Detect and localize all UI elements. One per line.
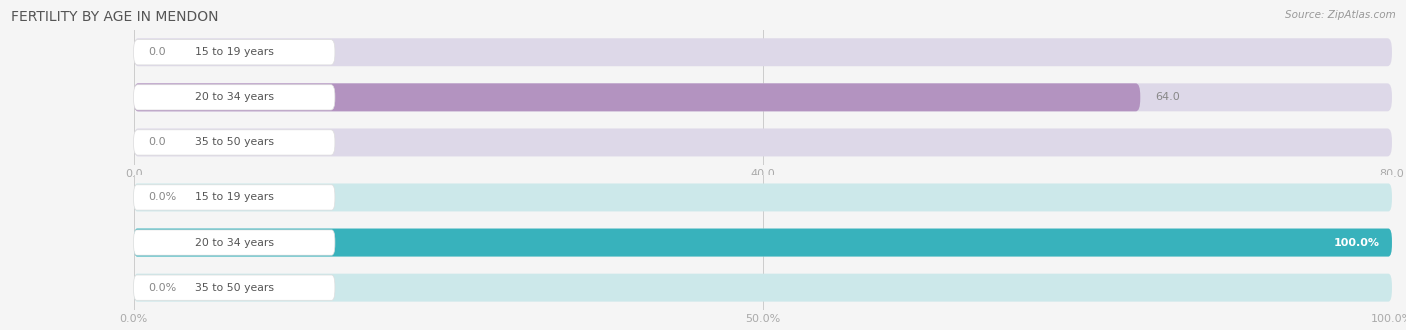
Text: 100.0%: 100.0% — [1333, 238, 1379, 248]
Text: 0.0: 0.0 — [149, 138, 166, 148]
FancyBboxPatch shape — [134, 85, 335, 110]
FancyBboxPatch shape — [134, 229, 1392, 256]
Text: 0.0%: 0.0% — [149, 283, 177, 293]
FancyBboxPatch shape — [134, 183, 1392, 212]
Text: 15 to 19 years: 15 to 19 years — [195, 47, 274, 57]
Text: FERTILITY BY AGE IN MENDON: FERTILITY BY AGE IN MENDON — [11, 10, 219, 24]
FancyBboxPatch shape — [134, 229, 1392, 256]
FancyBboxPatch shape — [134, 274, 1392, 302]
Text: 35 to 50 years: 35 to 50 years — [195, 138, 274, 148]
FancyBboxPatch shape — [134, 275, 335, 300]
FancyBboxPatch shape — [134, 130, 335, 155]
Text: 20 to 34 years: 20 to 34 years — [195, 92, 274, 102]
Text: 64.0: 64.0 — [1156, 92, 1180, 102]
Text: 0.0%: 0.0% — [149, 192, 177, 202]
FancyBboxPatch shape — [134, 83, 1392, 111]
Text: 0.0: 0.0 — [149, 47, 166, 57]
Text: Source: ZipAtlas.com: Source: ZipAtlas.com — [1285, 10, 1396, 20]
FancyBboxPatch shape — [134, 230, 335, 255]
Text: 20 to 34 years: 20 to 34 years — [195, 238, 274, 248]
FancyBboxPatch shape — [134, 38, 1392, 66]
FancyBboxPatch shape — [134, 128, 1392, 156]
FancyBboxPatch shape — [134, 185, 335, 210]
Text: 35 to 50 years: 35 to 50 years — [195, 283, 274, 293]
Text: 15 to 19 years: 15 to 19 years — [195, 192, 274, 202]
FancyBboxPatch shape — [134, 40, 335, 65]
FancyBboxPatch shape — [134, 83, 1140, 111]
